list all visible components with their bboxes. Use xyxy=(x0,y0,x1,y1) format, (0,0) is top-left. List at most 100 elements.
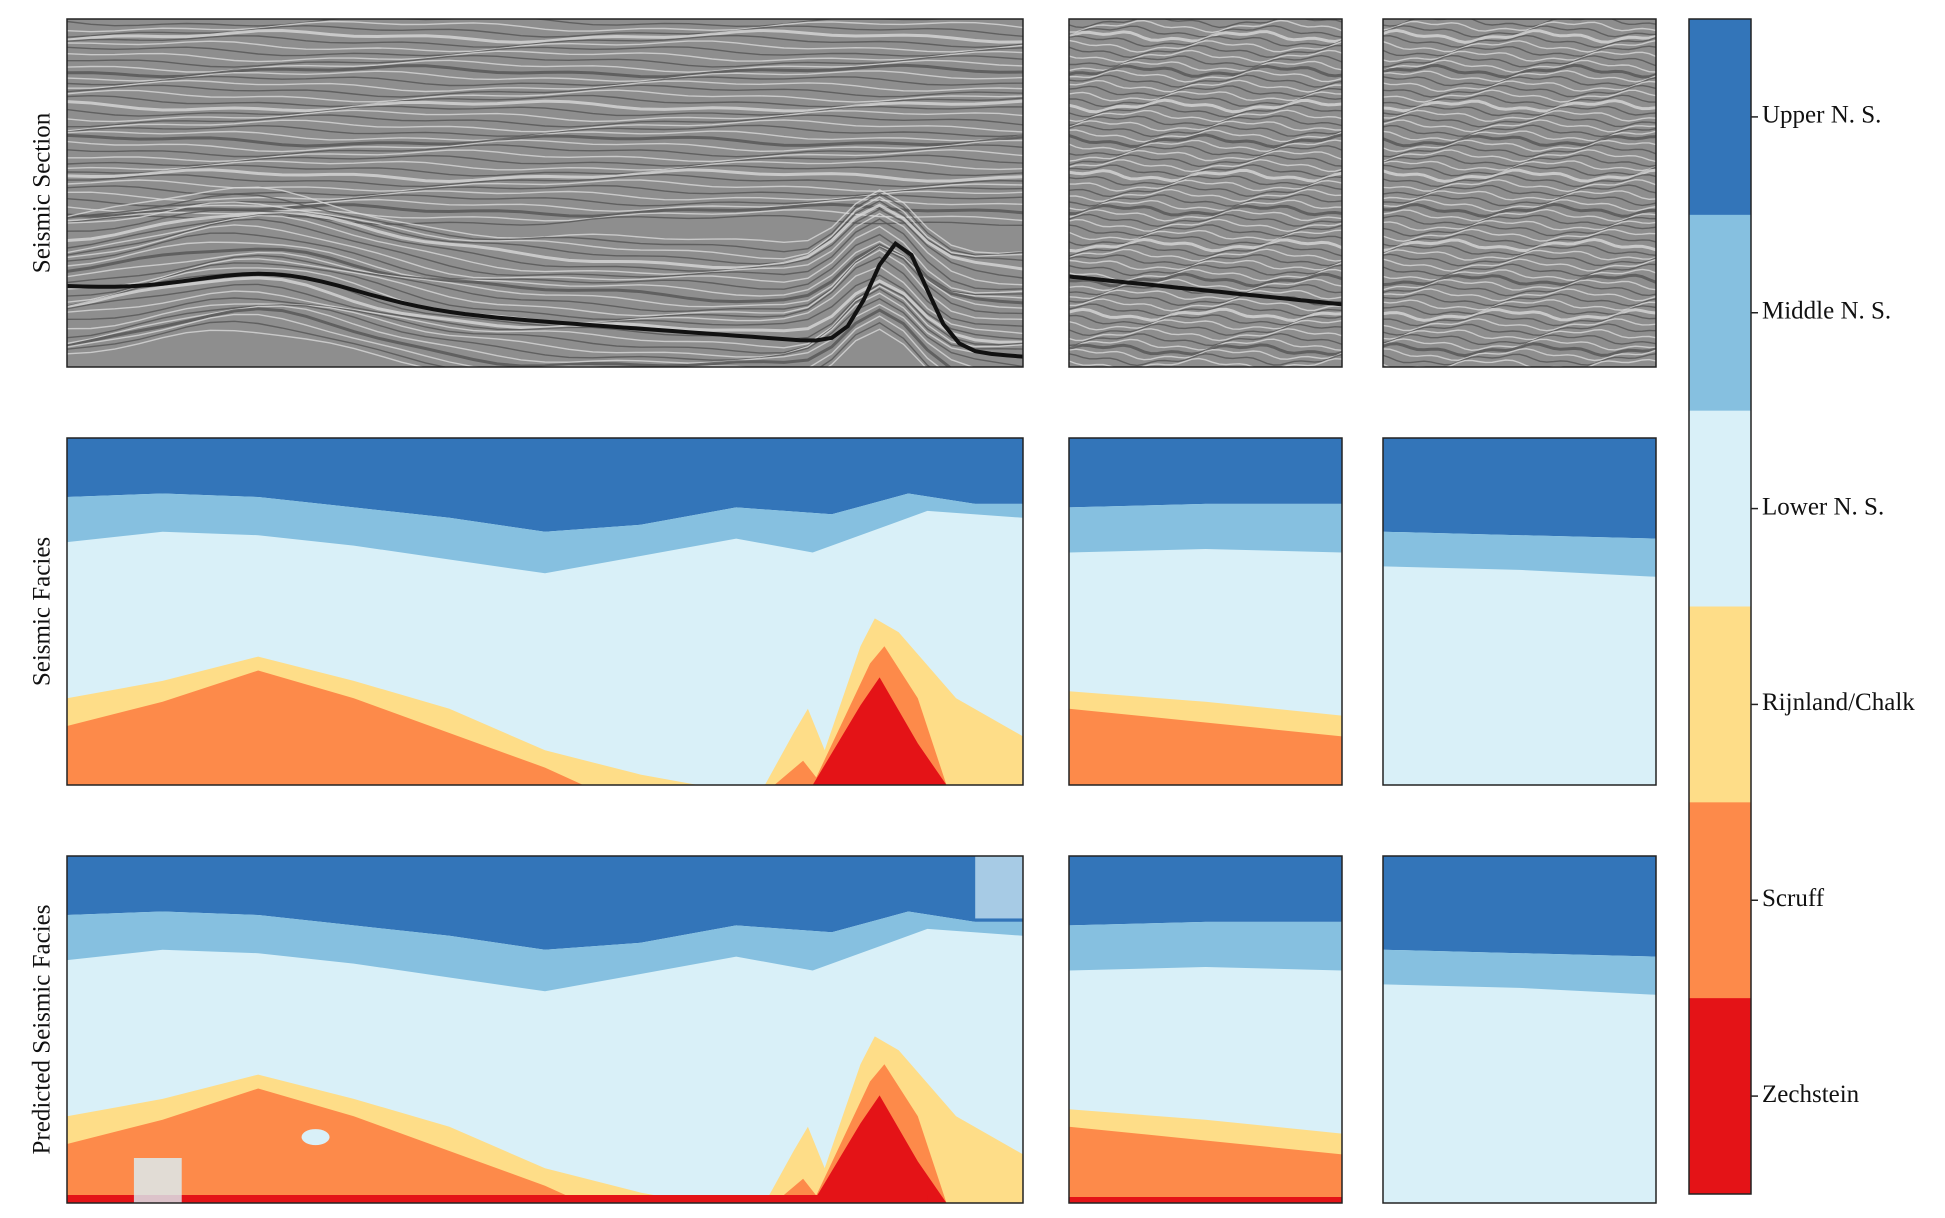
seismic-reflector xyxy=(1069,124,1342,138)
seismic-reflector xyxy=(1383,144,1656,158)
seismic-reflector xyxy=(1069,298,1342,312)
colorbar-segment xyxy=(1689,802,1751,999)
seismic-reflector xyxy=(1069,264,1342,277)
seismic-reflector xyxy=(1383,228,1656,242)
seismic-reflector xyxy=(67,119,1023,133)
seismic-reflector xyxy=(67,46,1023,57)
seismic-reflector xyxy=(1383,283,1656,297)
seismic-reflector xyxy=(67,224,1023,294)
colorbar-segment xyxy=(1689,606,1751,803)
seismic-reflector xyxy=(1069,234,1342,247)
seismic-reflector xyxy=(67,173,1023,188)
seismic-reflector xyxy=(1069,120,1342,132)
seismic-reflector xyxy=(1069,149,1342,162)
seismic-reflector xyxy=(1383,318,1656,332)
facies-noise xyxy=(133,1158,182,1203)
seismic-reflector xyxy=(67,218,1023,291)
seismic-reflector xyxy=(67,320,932,367)
seismic-reflector xyxy=(1383,80,1656,93)
seismic-reflector xyxy=(1069,129,1342,143)
panel-frame xyxy=(66,437,1024,786)
seismic-reflector xyxy=(1383,84,1656,98)
seismic-reflector xyxy=(67,144,1023,158)
seismic-reflector xyxy=(67,63,1023,79)
seismic-reflector xyxy=(1069,353,1342,367)
seismic-reflector xyxy=(1383,244,1656,256)
seismic-reflector xyxy=(67,179,1023,193)
seismic-reflector xyxy=(1383,233,1656,247)
seismic-reflector xyxy=(1069,237,1342,253)
seismic-reflector xyxy=(1383,28,1656,44)
row-label: Predicted Seismic Facies xyxy=(29,905,56,1155)
seismic-reflector xyxy=(67,28,1023,44)
seismic-reflector xyxy=(1383,353,1656,366)
seismic-reflector xyxy=(1069,193,1342,207)
seismic-reflector xyxy=(1069,357,1342,367)
seismic-reflector xyxy=(67,298,1023,367)
seismic-reflector xyxy=(1069,44,1342,59)
panel-frame xyxy=(1382,437,1657,786)
colorbar-segment xyxy=(1689,410,1751,607)
seismic-reflector xyxy=(1383,299,1656,311)
seismic-reflector xyxy=(67,243,1023,305)
seismic-reflector xyxy=(67,75,1023,87)
seismic-reflector xyxy=(67,209,1023,222)
seismic-reflector xyxy=(1069,203,1342,217)
facies-region xyxy=(1069,438,1342,508)
facies-region xyxy=(1069,856,1342,926)
seismic-reflector xyxy=(1069,19,1342,29)
seismic-reflector xyxy=(1069,199,1342,212)
seismic-reflector xyxy=(1383,198,1656,213)
seismic-reflector xyxy=(67,313,940,367)
seismic-reflector xyxy=(1383,288,1656,302)
seismic-reflector xyxy=(1383,358,1656,367)
seismic-reflector xyxy=(67,130,1023,142)
seismic-reflector xyxy=(67,20,1023,33)
seismic-reflector xyxy=(67,50,1023,63)
seismic-reflector xyxy=(1069,213,1342,228)
seismic-reflector xyxy=(67,196,1023,260)
seismic-reflector xyxy=(1069,229,1342,241)
seismic-reflector xyxy=(1383,313,1656,327)
seismic-reflector xyxy=(1069,164,1342,178)
panel-frame xyxy=(1382,18,1657,368)
seismic-reflector xyxy=(1383,253,1656,267)
seismic-reflector xyxy=(1383,54,1656,68)
seismic-reflector xyxy=(67,246,1023,315)
facies-region xyxy=(1383,856,1656,957)
facies-noise xyxy=(67,1195,928,1203)
seismic-reflector xyxy=(1383,75,1656,87)
seismic-reflector xyxy=(1383,160,1656,172)
seismic-reflector xyxy=(67,200,1023,265)
seismic-reflector xyxy=(1069,188,1342,203)
seismic-reflector xyxy=(67,149,1023,163)
panel xyxy=(1383,856,1656,1203)
seismic-reflector xyxy=(1069,139,1342,153)
seismic-reflector xyxy=(67,89,1023,103)
seismic-reflector xyxy=(1069,183,1342,198)
legend-label: Lower N. S. xyxy=(1762,493,1884,520)
seismic-reflector xyxy=(1383,114,1656,128)
seismic-reflector xyxy=(1069,115,1342,127)
seismic-reflector xyxy=(1383,21,1656,32)
seismic-reflector xyxy=(1383,63,1656,79)
seismic-reflector xyxy=(1383,258,1656,272)
seismic-reflector xyxy=(1383,109,1656,122)
seismic-reflector xyxy=(1069,79,1342,93)
panel xyxy=(67,19,1023,367)
seismic-reflector xyxy=(67,240,1023,299)
seismic-reflector xyxy=(1069,54,1342,68)
seismic-reflector xyxy=(67,99,1023,113)
seismic-reflector xyxy=(1383,164,1656,177)
seismic-reflector xyxy=(1069,328,1342,342)
seismic-reflector xyxy=(1069,175,1342,186)
seismic-reflector xyxy=(1383,178,1656,193)
seismic-reflector xyxy=(1069,323,1342,337)
seismic-horizon xyxy=(67,240,1023,359)
seismic-reflector xyxy=(1069,158,1342,173)
seismic-reflector xyxy=(67,133,1023,148)
panel-frame xyxy=(66,18,1024,368)
row-label: Seismic Facies xyxy=(29,537,56,686)
seismic-reflector xyxy=(1383,34,1656,49)
